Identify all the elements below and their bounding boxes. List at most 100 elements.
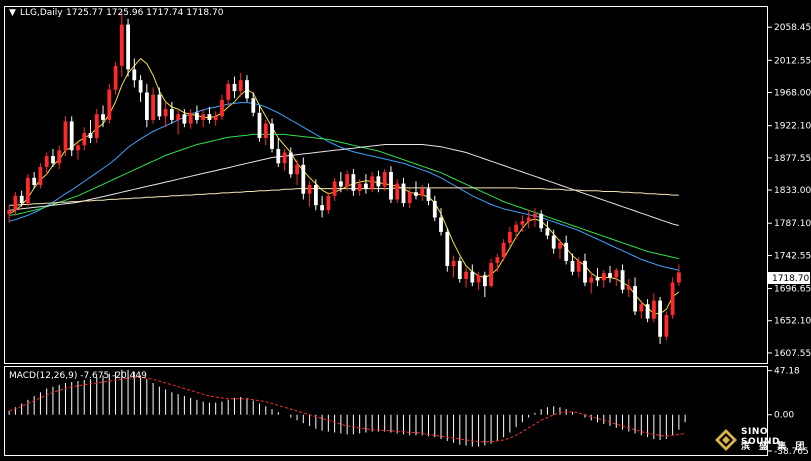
macd-tick-label: -38.765 — [774, 447, 809, 457]
candle-body — [301, 164, 306, 194]
candle-body — [195, 112, 199, 120]
candle-body — [188, 112, 193, 124]
ma-line-ma80 — [9, 144, 680, 226]
candle-body — [82, 133, 87, 146]
candle-body — [677, 272, 681, 283]
candle-body — [614, 270, 619, 278]
candle-body — [395, 183, 400, 200]
candle-body — [389, 172, 393, 200]
candle-body — [113, 65, 118, 90]
logo-name: SINO SOUND — [741, 427, 780, 447]
candle-body — [320, 205, 324, 211]
candle-body — [276, 148, 281, 164]
candle-body — [558, 242, 562, 249]
candle-body — [176, 114, 181, 120]
candle-body — [7, 210, 12, 214]
candle-body — [526, 217, 531, 222]
candle-body — [483, 275, 487, 287]
candle-body — [245, 80, 249, 99]
y-tick-label: 1696.65 — [774, 285, 811, 295]
sino-sound-logo: SINO SOUND 滨 盛 集 团 — [714, 424, 808, 456]
candle-body — [608, 273, 612, 278]
candle-body — [307, 185, 312, 194]
candle-body — [13, 195, 18, 211]
y-tick-label: 2012.55 — [774, 56, 811, 66]
candle-body — [439, 217, 443, 232]
candle-body — [270, 123, 274, 149]
candle-body — [238, 80, 243, 91]
candle-body — [76, 145, 80, 151]
candle-body — [601, 273, 606, 281]
candle-body — [44, 156, 49, 167]
candle-body — [508, 232, 512, 243]
candle-body — [220, 99, 224, 117]
candle-body — [26, 177, 30, 204]
candle-body — [145, 92, 149, 120]
candle-body — [232, 83, 237, 92]
candle-body — [414, 192, 418, 196]
candle-body — [57, 150, 62, 164]
current-price-label: 1718.70 — [772, 274, 809, 284]
candle-body — [257, 112, 262, 139]
candle-body — [533, 213, 537, 218]
y-tick-label: 1652.10 — [774, 317, 811, 327]
candle-body — [94, 114, 99, 138]
y-tick-label: 1877.55 — [774, 154, 811, 164]
candle-body — [69, 121, 74, 151]
candle-body — [520, 221, 525, 225]
macd-tick-label: 0.00 — [774, 411, 794, 421]
candle-body — [620, 270, 625, 290]
y-tick-label: 1787.10 — [774, 219, 811, 229]
candle-body — [570, 260, 575, 272]
candle-body — [126, 24, 130, 70]
candle-body — [633, 286, 637, 312]
candle-body — [576, 260, 581, 272]
candle-body — [38, 166, 43, 185]
candle-body — [645, 304, 650, 319]
candle-body — [445, 232, 450, 266]
candle-body — [595, 277, 600, 281]
candle-body — [670, 282, 675, 315]
candle-body — [32, 177, 37, 185]
macd-title: MACD(12,26,9) -7.675 -20.449 — [9, 371, 147, 381]
candle-body — [652, 300, 656, 319]
candle-body — [326, 195, 331, 211]
candle-body — [226, 83, 231, 100]
candle-body — [288, 152, 293, 175]
candle-body — [639, 304, 644, 312]
candle-body — [207, 114, 212, 120]
y-tick-label: 1607.55 — [774, 349, 811, 359]
candle-body — [345, 174, 350, 187]
y-tick-label: 2058.45 — [774, 23, 811, 33]
candle-body — [251, 98, 256, 113]
candle-body — [364, 183, 368, 189]
candle-body — [357, 183, 362, 191]
candle-body — [107, 89, 112, 120]
candle-body — [589, 277, 594, 283]
y-tick-label: 1968.00 — [774, 89, 811, 99]
candle-body — [138, 80, 143, 93]
candle-body — [282, 152, 287, 164]
candle-body — [151, 94, 155, 120]
ma-line-ma20 — [8, 102, 680, 271]
candle-body — [407, 192, 412, 203]
dropdown-triangle-icon[interactable]: ▼ — [9, 8, 16, 18]
candle-body — [470, 271, 475, 283]
candle-body — [339, 181, 343, 187]
candle-body — [457, 260, 462, 279]
y-tick-label: 1922.10 — [774, 122, 811, 132]
candle-body — [213, 116, 218, 120]
candle-body — [626, 286, 631, 290]
y-tick-label: 1742.55 — [774, 251, 811, 261]
candle-body — [658, 300, 662, 337]
candle-body — [583, 260, 587, 283]
candle-body — [88, 133, 93, 139]
candle-body — [432, 200, 437, 218]
candle-body — [201, 114, 206, 120]
candle-body — [51, 156, 55, 164]
candle-body — [101, 114, 105, 120]
candle-body — [119, 24, 124, 66]
candle-body — [495, 257, 500, 263]
candle-body — [564, 242, 569, 261]
